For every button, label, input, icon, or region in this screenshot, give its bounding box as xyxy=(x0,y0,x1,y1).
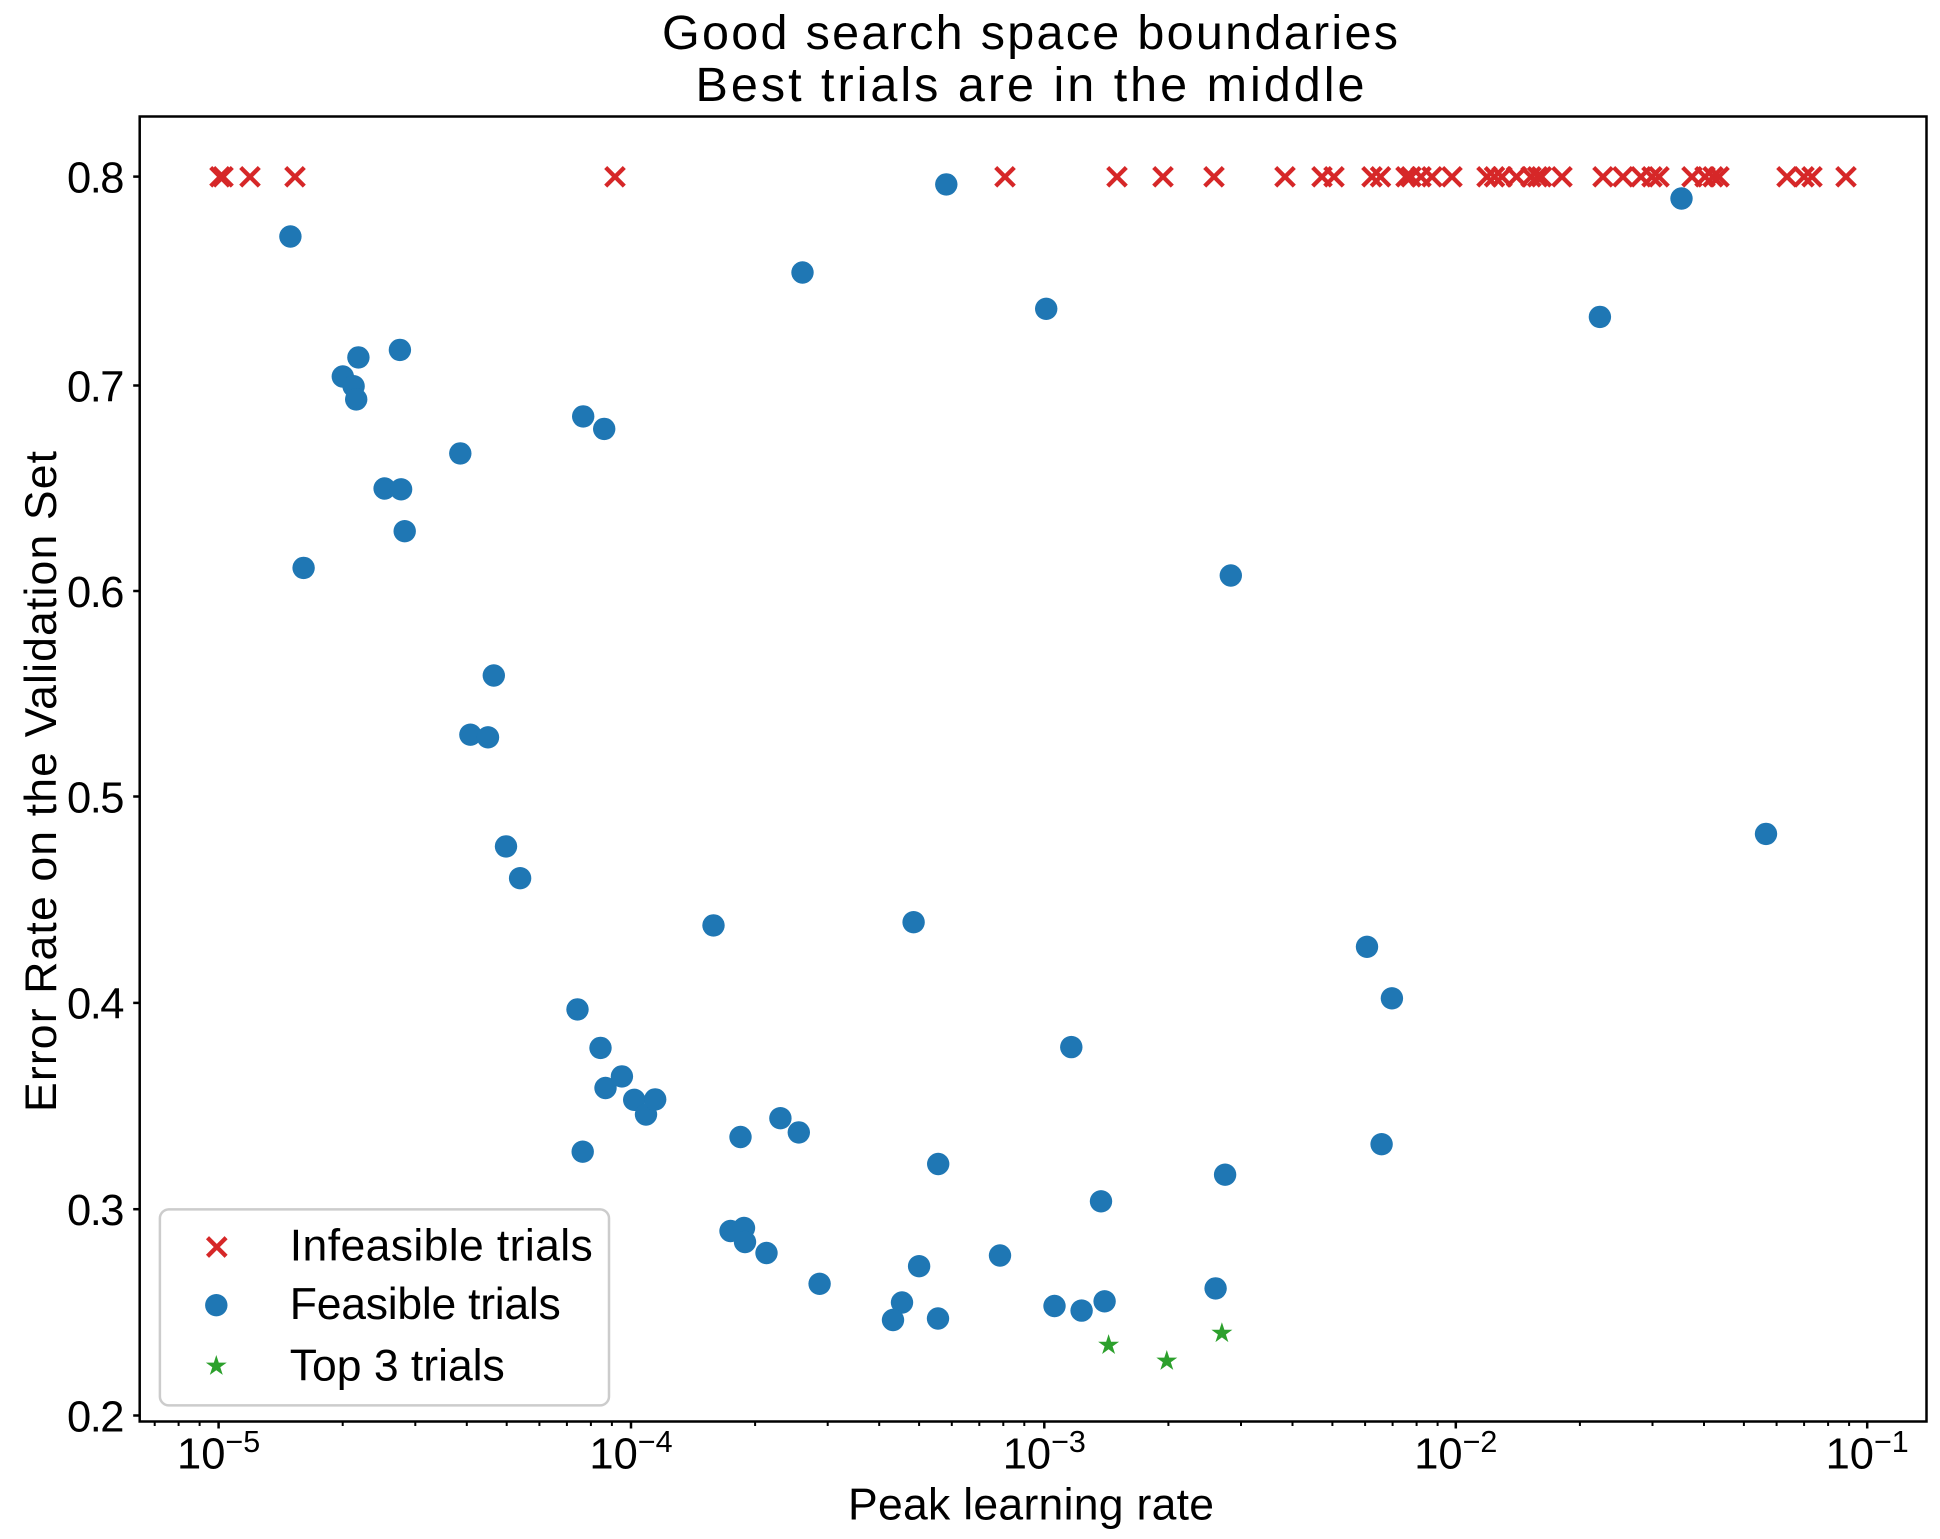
svg-text:0.8: 0.8 xyxy=(67,154,125,202)
svg-text:Best trials are in the middle: Best trials are in the middle xyxy=(696,58,1365,112)
svg-text:0.4: 0.4 xyxy=(67,981,125,1029)
svg-text:0.3: 0.3 xyxy=(67,1187,125,1235)
svg-text:Infeasible trials: Infeasible trials xyxy=(290,1222,593,1271)
svg-text:Good search space boundaries: Good search space boundaries xyxy=(662,6,1398,60)
svg-text:Feasible trials: Feasible trials xyxy=(290,1280,561,1329)
svg-text:Error Rate on the Validation S: Error Rate on the Validation Set xyxy=(17,450,66,1112)
svg-text:Top 3 trials: Top 3 trials xyxy=(290,1342,505,1391)
svg-text:0.7: 0.7 xyxy=(67,363,125,411)
svg-text:Peak learning rate: Peak learning rate xyxy=(848,1481,1214,1530)
svg-text:0.2: 0.2 xyxy=(67,1393,125,1441)
svg-text:0.6: 0.6 xyxy=(67,569,125,617)
svg-text:0.5: 0.5 xyxy=(67,774,125,822)
